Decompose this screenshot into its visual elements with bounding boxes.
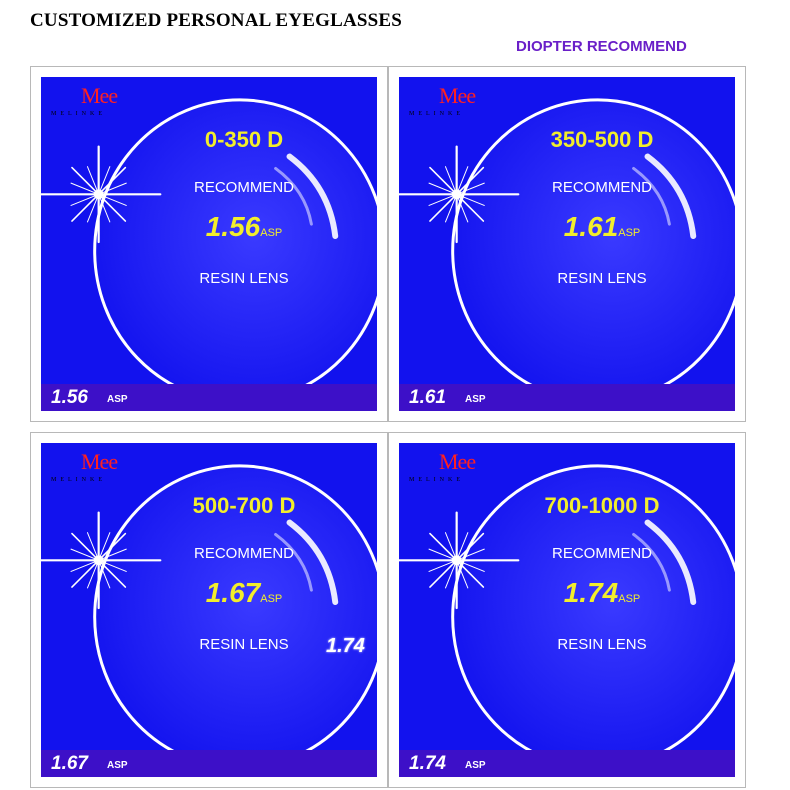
lens-highlight-arc <box>286 519 339 606</box>
lens-index: 1.61ASP <box>399 211 735 243</box>
lens-index-suffix: ASP <box>260 593 283 605</box>
lens-type-label: RESIN LENS <box>557 270 647 287</box>
bottom-index-suffix: ASP <box>107 394 128 405</box>
page-title: CUSTOMIZED PERSONAL EYEGLASSES <box>30 10 403 31</box>
bottom-index-value: 1.56 <box>51 387 88 408</box>
lens-illustration <box>399 98 735 404</box>
diopter-range: 350-500 D <box>550 127 654 152</box>
lens-index: 1.67ASP <box>41 577 377 609</box>
lens-index-suffix: ASP <box>618 593 641 605</box>
bottom-index-bar: 1.61 ASP <box>399 384 735 411</box>
lens-highlight-arc <box>286 153 339 240</box>
sparkle-icon <box>41 511 162 610</box>
bottom-index-value: 1.61 <box>409 387 446 408</box>
lens-index-value: 1.61 <box>563 211 619 242</box>
lens-index-value: 1.56 <box>205 211 261 242</box>
brand-logo-subtext: MELINKE <box>51 111 106 117</box>
overlay-index-text: 1.74 <box>326 635 365 657</box>
sparkle-icon <box>399 145 520 244</box>
recommend-label: RECOMMEND <box>194 545 294 562</box>
lens-illustration <box>399 464 735 770</box>
bottom-index-suffix: ASP <box>107 760 128 771</box>
brand-logo: Mee <box>439 449 476 474</box>
recommend-label: RECOMMEND <box>552 545 652 562</box>
brand-logo-subtext: MELINKE <box>409 477 464 483</box>
lens-type-label: RESIN LENS <box>557 636 647 653</box>
diopter-range: 0-350 D <box>204 127 284 152</box>
diopter-range: 500-700 D <box>192 493 296 518</box>
lens-highlight-arc <box>274 166 313 226</box>
lens-highlight-arc <box>274 532 313 592</box>
lens-type-label: RESIN LENS <box>199 636 289 653</box>
lens-card-body: Mee MELINKE 350-500 D RECOMMEND 1.61ASP … <box>399 77 735 411</box>
bottom-index-suffix: ASP <box>465 760 486 771</box>
bottom-index-bar: 1.67 ASP <box>41 750 377 777</box>
bottom-index-suffix: ASP <box>465 394 486 405</box>
lens-card-3: Mee MELINKE 500-700 D RECOMMEND 1.67ASP … <box>30 432 388 788</box>
lens-card-body: Mee MELINKE 700-1000 D RECOMMEND 1.74ASP… <box>399 443 735 777</box>
brand-logo-subtext: MELINKE <box>409 111 464 117</box>
lens-highlight-arc <box>644 153 697 240</box>
recommend-label: RECOMMEND <box>552 179 652 196</box>
page-subtitle: DIOPTER RECOMMEND <box>516 38 687 55</box>
lens-type-label: RESIN LENS <box>199 270 289 287</box>
sparkle-icon <box>41 145 162 244</box>
lens-card-1: Mee MELINKE 0-350 D RECOMMEND 1.56ASP RE… <box>30 66 388 422</box>
lens-index-suffix: ASP <box>260 227 283 239</box>
sparkle-icon <box>399 511 520 610</box>
lens-highlight-arc <box>632 166 671 226</box>
diopter-range: 700-1000 D <box>544 493 660 518</box>
lens-index-value: 1.67 <box>205 577 261 608</box>
bottom-index-bar: 1.56 ASP <box>41 384 377 411</box>
lens-index: 1.74ASP <box>399 577 735 609</box>
recommend-label: RECOMMEND <box>194 179 294 196</box>
bottom-index-value: 1.74 <box>409 753 446 774</box>
brand-logo: Mee <box>81 449 118 474</box>
lens-illustration <box>41 464 377 770</box>
lens-illustration <box>41 98 377 404</box>
bottom-index-value: 1.67 <box>51 753 88 774</box>
brand-logo-subtext: MELINKE <box>51 477 106 483</box>
lens-card-body: Mee MELINKE 500-700 D RECOMMEND 1.67ASP … <box>41 443 377 777</box>
lens-card-4: Mee MELINKE 700-1000 D RECOMMEND 1.74ASP… <box>388 432 746 788</box>
lens-index: 1.56ASP <box>41 211 377 243</box>
lens-highlight-arc <box>632 532 671 592</box>
brand-logo: Mee <box>439 83 476 108</box>
lens-highlight-arc <box>644 519 697 606</box>
lens-card-body: Mee MELINKE 0-350 D RECOMMEND 1.56ASP RE… <box>41 77 377 411</box>
bottom-index-bar: 1.74 ASP <box>399 750 735 777</box>
lens-index-value: 1.74 <box>563 577 619 608</box>
brand-logo: Mee <box>81 83 118 108</box>
lens-card-2: Mee MELINKE 350-500 D RECOMMEND 1.61ASP … <box>388 66 746 422</box>
lens-index-suffix: ASP <box>618 227 641 239</box>
